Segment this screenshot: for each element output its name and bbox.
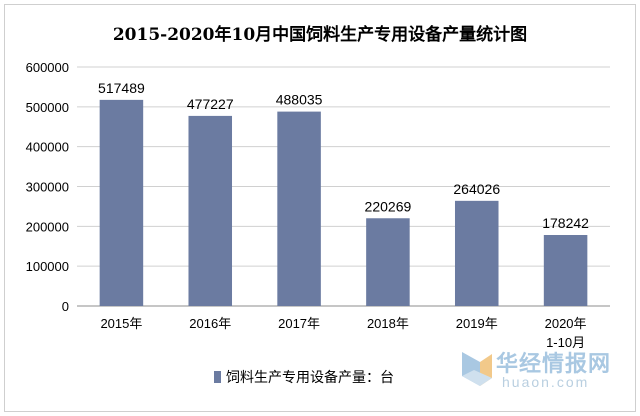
logo-icon — [462, 352, 492, 386]
bar — [188, 115, 233, 307]
x-axis-ticks: 2015年 2016年 2017年 2018年 2019年 2020年 1-10月 — [100, 316, 586, 350]
data-label: 264026 — [453, 181, 500, 197]
bar — [277, 111, 321, 306]
bar — [366, 218, 410, 306]
data-label: 488035 — [276, 92, 323, 108]
data-labels: 517489 477227 488035 220269 264026 178242 — [98, 80, 589, 231]
legend-swatch — [214, 371, 221, 383]
x-tick-label: 2017年 — [278, 316, 320, 331]
y-axis-ticks: 0 100000 200000 300000 400000 500000 600000 — [26, 60, 69, 314]
y-tick-label: 100000 — [26, 259, 69, 274]
y-tick-label: 0 — [62, 299, 69, 314]
data-label: 517489 — [98, 80, 145, 96]
gridlines — [77, 66, 610, 307]
x-tick-label: 2016年 — [189, 316, 231, 331]
chart-title: 2015-2020年10月中国饲料生产专用设备产量统计图 — [112, 25, 528, 45]
data-label: 178242 — [542, 215, 589, 231]
data-label: 477227 — [187, 96, 234, 112]
x-tick-label: 2020年 1-10月 — [545, 316, 587, 350]
watermark-url: huaon.com — [502, 374, 590, 390]
watermark-logo: 华经情报网 huaon.com — [458, 344, 628, 398]
y-tick-label: 500000 — [26, 100, 69, 115]
y-tick-label: 300000 — [26, 180, 69, 195]
bars — [99, 99, 588, 307]
x-tick-label: 2019年 — [456, 316, 498, 331]
watermark-brand: 华经情报网 — [496, 352, 612, 377]
data-label: 220269 — [365, 198, 412, 214]
legend-label: 饲料生产专用设备产量：台 — [226, 370, 394, 386]
y-tick-label: 400000 — [26, 140, 69, 155]
bar — [99, 99, 144, 306]
bar — [543, 235, 588, 306]
y-tick-label: 200000 — [26, 219, 69, 234]
x-tick-label: 2018年 — [367, 316, 409, 331]
legend: 饲料生产专用设备产量：台 — [214, 368, 394, 386]
y-tick-label: 600000 — [26, 60, 69, 75]
x-tick-label: 2015年 — [100, 316, 142, 331]
bar — [454, 200, 499, 306]
